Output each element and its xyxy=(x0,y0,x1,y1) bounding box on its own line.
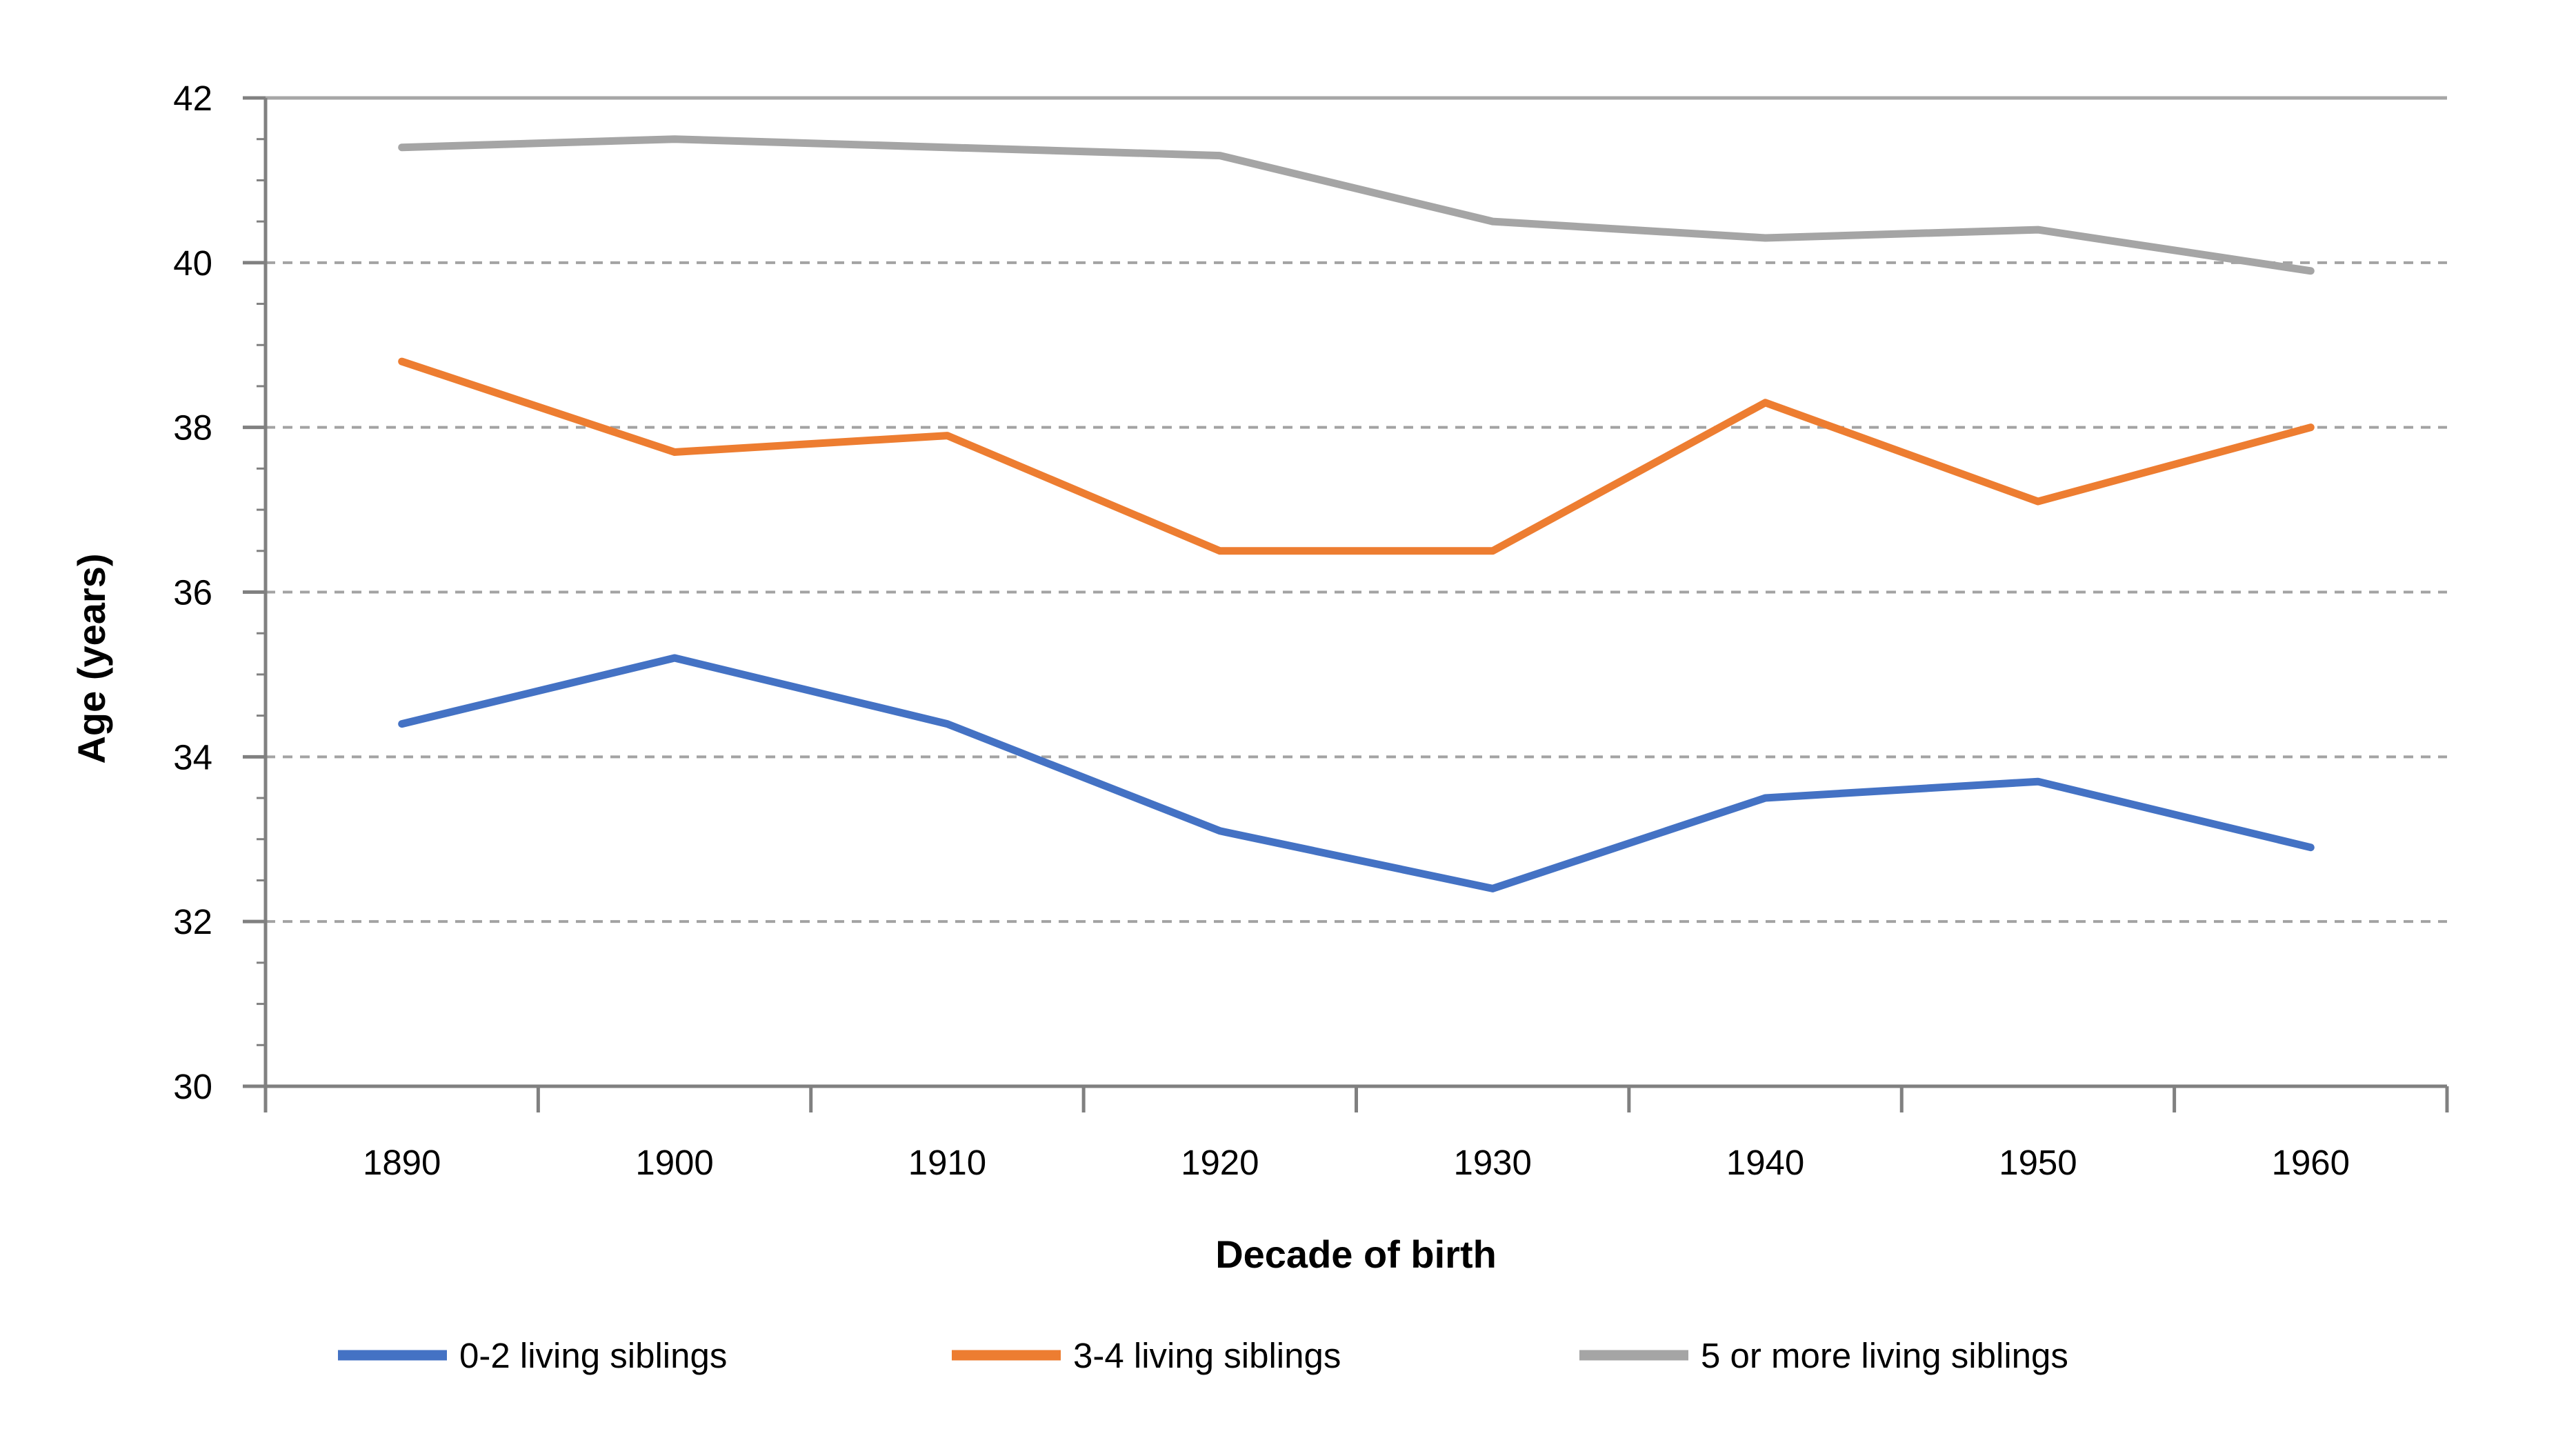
x-tick-label: 1940 xyxy=(1726,1143,1804,1182)
x-tick-label: 1930 xyxy=(1453,1143,1531,1182)
series-line-3-4-living-siblings xyxy=(398,357,2315,555)
y-axis-title: Age (years) xyxy=(70,553,113,763)
legend-label: 5 or more living siblings xyxy=(1701,1336,2068,1375)
y-tick-label: 30 xyxy=(173,1067,212,1106)
x-tick-label: 1950 xyxy=(1999,1143,2077,1182)
legend-label: 3-4 living siblings xyxy=(1073,1336,1341,1375)
legend-item: 5 or more living siblings xyxy=(1579,1336,2068,1375)
series-line-5-or-more-living-siblings xyxy=(398,135,2315,275)
gridlines-group xyxy=(266,96,2447,923)
y-tick-label: 32 xyxy=(173,902,212,941)
legend-item: 3-4 living siblings xyxy=(952,1336,1341,1375)
legend-group: 0-2 living siblings 3-4 living siblings 5 … xyxy=(338,1336,2068,1375)
y-tick-label: 40 xyxy=(173,243,212,283)
x-tick-label: 1920 xyxy=(1181,1143,1259,1182)
y-tick-label: 38 xyxy=(173,408,212,448)
y-tick-label: 42 xyxy=(173,79,212,118)
y-tick-label: 36 xyxy=(173,573,212,612)
x-tick-label: 1960 xyxy=(2272,1143,2350,1182)
x-axis-title: Decade of birth xyxy=(1215,1232,1497,1276)
x-tick-label: 1890 xyxy=(363,1143,441,1182)
series-line-0-2-living-siblings xyxy=(398,654,2315,892)
series-lines-group xyxy=(398,135,2315,892)
axes-group xyxy=(243,96,2449,1112)
x-tick-label: 1910 xyxy=(908,1143,986,1182)
y-tick-label: 34 xyxy=(173,737,212,777)
tick-labels-group: 30 32 34 36 38 40 42 1890 1900 1910 1920 1930 1940 19… xyxy=(173,79,2350,1182)
legend-item: 0-2 living siblings xyxy=(338,1336,727,1375)
x-tick-label: 1900 xyxy=(635,1143,713,1182)
legend-label: 0-2 living siblings xyxy=(459,1336,727,1375)
